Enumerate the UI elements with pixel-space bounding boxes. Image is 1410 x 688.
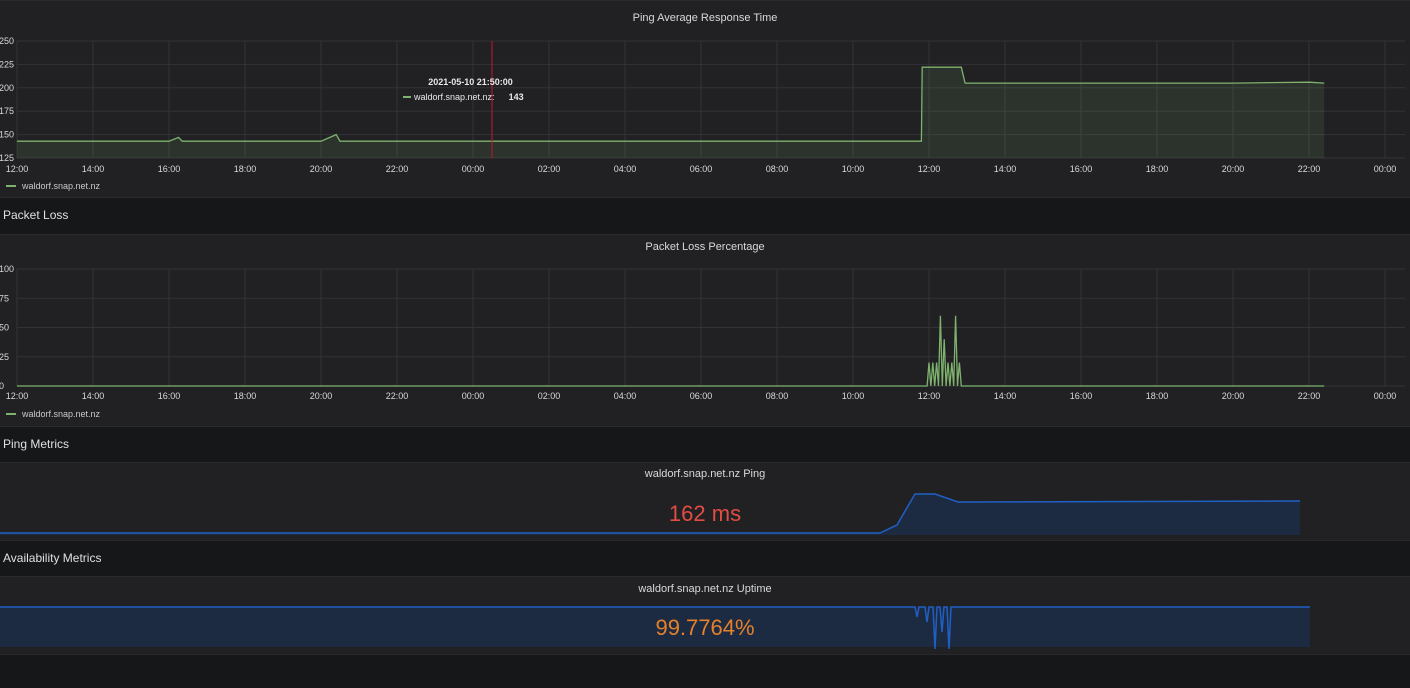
x-tick-label: 22:00 [1298, 391, 1321, 401]
uptime-sparkline [0, 606, 1310, 650]
ping-sparkline [0, 493, 1301, 535]
y-tick-label: 175 [0, 106, 14, 116]
ping-stat-value: 162 ms [668, 501, 742, 526]
tooltip-time: 2021-05-10 21:50:00 [428, 77, 513, 87]
x-tick-label: 08:00 [766, 391, 789, 401]
x-tick-label: 16:00 [1070, 391, 1093, 401]
packet-loss-chart[interactable]: 12:00 14:00 16:00 18:00 20:00 22:00 00:00 02:00… [0, 235, 1410, 407]
ping-stat-title: waldorf.snap.net.nz Ping [644, 468, 766, 480]
x-tick-label: 12:00 [6, 391, 29, 401]
tooltip-value: 143 [508, 92, 524, 102]
packet-loss-row-title: Packet Loss [3, 208, 69, 222]
y-tick-label: 150 [0, 130, 14, 140]
y-tick-label: 75 [0, 293, 9, 303]
availability-metrics-row[interactable]: Availability Metrics [0, 542, 1410, 576]
x-tick-label: 00:00 [1374, 164, 1397, 173]
ping-response-panel: Ping Average Response Time 12:00 14:00 16:… [0, 0, 1410, 198]
x-tick-label: 22:00 [1298, 164, 1321, 173]
x-tick-label: 02:00 [538, 391, 561, 401]
x-tick-label: 20:00 [310, 164, 333, 173]
ping-panel-title: Ping Average Response Time [632, 12, 778, 24]
x-tick-label: 12:00 [918, 164, 941, 173]
availability-row-title: Availability Metrics [3, 551, 102, 565]
y-tick-label: 100 [0, 264, 14, 274]
tooltip-series-swatch [403, 96, 411, 98]
x-tick-label: 20:00 [1222, 391, 1245, 401]
y-tick-label: 200 [0, 83, 14, 93]
series-area [17, 67, 1325, 158]
x-tick-label: 12:00 [6, 164, 29, 173]
ping-metrics-row[interactable]: Ping Metrics [0, 428, 1410, 462]
y-tick-label: 25 [0, 352, 9, 362]
packet-loss-panel: Packet Loss Percentage 12:00 14:00 16:00 18… [0, 234, 1410, 427]
ping-metrics-row-title: Ping Metrics [3, 437, 70, 451]
x-tick-label: 04:00 [614, 391, 637, 401]
series-line [17, 66, 1325, 142]
y-tick-label: 50 [0, 323, 9, 333]
legend-label: waldorf.snap.net.nz [22, 181, 101, 191]
x-tick-label: 14:00 [82, 391, 105, 401]
ping-stat-panel: waldorf.snap.net.nz Ping 162 ms [0, 462, 1410, 541]
legend-label: waldorf.snap.net.nz [22, 409, 101, 419]
y-tick-label: 0 [0, 381, 4, 391]
x-tick-label: 10:00 [842, 164, 865, 173]
series-line [17, 315, 1325, 387]
uptime-stat-title: waldorf.snap.net.nz Uptime [638, 583, 772, 595]
y-tick-label: 250 [0, 36, 14, 46]
x-tick-label: 00:00 [462, 164, 485, 173]
ping-legend[interactable]: waldorf.snap.net.nz [6, 181, 100, 191]
legend-swatch [6, 185, 16, 187]
x-tick-label: 12:00 [918, 391, 941, 401]
x-tick-label: 00:00 [1374, 391, 1397, 401]
x-tick-label: 16:00 [1070, 164, 1093, 173]
x-tick-label: 18:00 [1146, 391, 1169, 401]
ping-response-chart[interactable]: 12:00 14:00 16:00 18:00 20:00 22:00 00:00 02:00… [0, 1, 1410, 173]
x-tick-label: 22:00 [386, 391, 409, 401]
legend-swatch [6, 413, 16, 415]
y-tick-label: 125 [0, 153, 14, 163]
x-tick-label: 14:00 [994, 391, 1017, 401]
x-tick-label: 14:00 [994, 164, 1017, 173]
x-tick-label: 06:00 [690, 391, 713, 401]
uptime-stat-value: 99.7764% [655, 615, 755, 640]
y-tick-label: 225 [0, 59, 14, 69]
x-tick-label: 02:00 [538, 164, 561, 173]
x-tick-label: 08:00 [766, 164, 789, 173]
x-tick-label: 22:00 [386, 164, 409, 173]
x-tick-label: 00:00 [462, 391, 485, 401]
x-tick-label: 04:00 [614, 164, 637, 173]
tooltip-series-name: waldorf.snap.net.nz: [414, 92, 495, 102]
x-tick-label: 16:00 [158, 164, 181, 173]
x-tick-label: 20:00 [1222, 164, 1245, 173]
packet-loss-row[interactable]: Packet Loss [0, 199, 1410, 234]
x-tick-label: 06:00 [690, 164, 713, 173]
x-tick-label: 18:00 [1146, 164, 1169, 173]
uptime-stat-panel: waldorf.snap.net.nz Uptime 99.7764% [0, 576, 1410, 655]
hover-tooltip: 2021-05-10 21:50:00 waldorf.snap.net.nz:… [403, 77, 528, 102]
loss-panel-title: Packet Loss Percentage [645, 241, 765, 253]
x-tick-label: 18:00 [234, 164, 257, 173]
x-tick-label: 20:00 [310, 391, 333, 401]
x-tick-label: 10:00 [842, 391, 865, 401]
x-tick-label: 18:00 [234, 391, 257, 401]
x-tick-label: 14:00 [82, 164, 105, 173]
x-tick-label: 16:00 [158, 391, 181, 401]
loss-legend[interactable]: waldorf.snap.net.nz [6, 409, 100, 419]
